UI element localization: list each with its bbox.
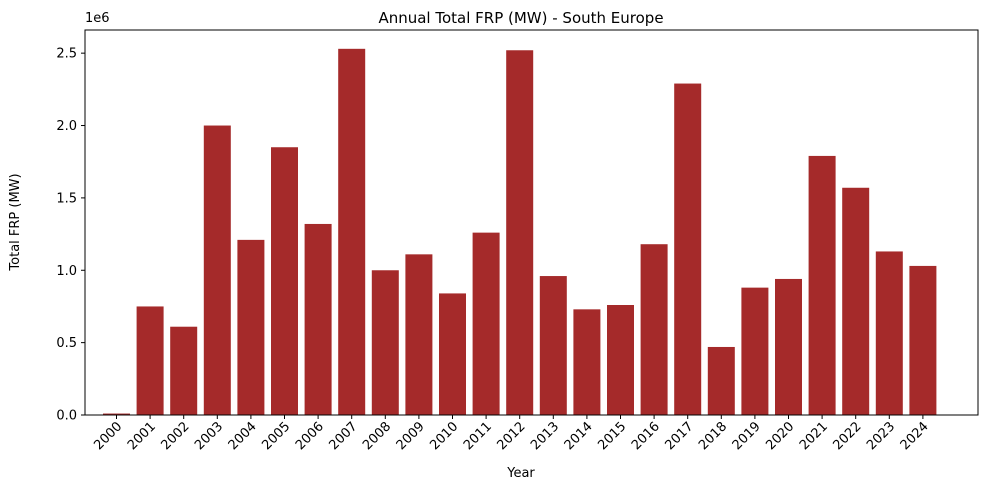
x-tick-label: 2011 bbox=[461, 419, 495, 453]
x-tick-label: 2000 bbox=[91, 419, 125, 453]
x-axis-label: Year bbox=[506, 466, 535, 481]
bar-2002 bbox=[170, 326, 198, 415]
bar-2003 bbox=[203, 125, 231, 415]
bar-2023 bbox=[875, 251, 903, 415]
x-tick-label: 2016 bbox=[629, 419, 663, 453]
bar-2005 bbox=[271, 147, 298, 416]
bar-2008 bbox=[371, 270, 399, 415]
bar-2011 bbox=[472, 232, 500, 415]
x-axis: 2000 2001 2002 2003 2004 2005 2006 2007 2008 2009… bbox=[91, 415, 932, 453]
y-axis: 0.0 0.5 1.0 1.5 2.0 2.5 bbox=[56, 47, 85, 424]
x-tick-label: 2017 bbox=[663, 419, 697, 453]
x-tick-label: 2004 bbox=[226, 419, 260, 453]
bar-2017 bbox=[674, 83, 702, 416]
x-tick-label: 2006 bbox=[293, 419, 327, 453]
y-tick-label: 1.0 bbox=[56, 264, 77, 279]
x-tick-label: 2002 bbox=[159, 419, 193, 453]
x-tick-label: 2012 bbox=[495, 419, 529, 453]
bar-2014 bbox=[573, 309, 601, 415]
x-tick-label: 2022 bbox=[831, 419, 865, 453]
bar-2019 bbox=[741, 287, 769, 415]
y-tick-label: 0.0 bbox=[56, 409, 77, 424]
x-tick-label: 2013 bbox=[528, 419, 562, 453]
y-tick-label: 2.5 bbox=[56, 47, 77, 62]
bar-2009 bbox=[405, 254, 433, 415]
y-tick-label: 1.5 bbox=[56, 191, 77, 206]
y-tick-label: 2.0 bbox=[56, 119, 77, 134]
y-tick-label: 0.5 bbox=[56, 336, 77, 351]
plot-frame bbox=[84, 29, 979, 416]
x-tick-label: 2019 bbox=[730, 419, 764, 453]
x-tick-label: 2007 bbox=[327, 419, 361, 453]
x-tick-label: 2014 bbox=[562, 419, 596, 453]
x-tick-label: 2008 bbox=[360, 419, 394, 453]
x-tick-label: 2024 bbox=[898, 419, 932, 453]
x-tick-label: 2003 bbox=[192, 419, 226, 453]
bar-2018 bbox=[707, 346, 735, 415]
x-tick-label: 2018 bbox=[696, 419, 730, 453]
bars-group bbox=[103, 48, 937, 416]
x-tick-label: 2020 bbox=[763, 419, 797, 453]
x-tick-label: 2023 bbox=[864, 419, 898, 453]
y-offset-label: 1e6 bbox=[85, 11, 110, 26]
bar-2016 bbox=[640, 244, 668, 415]
x-tick-label: 2015 bbox=[595, 419, 629, 453]
bar-2021 bbox=[808, 155, 836, 416]
x-tick-label: 2005 bbox=[259, 419, 293, 453]
bar-2015 bbox=[607, 305, 634, 415]
bar-2006 bbox=[304, 223, 332, 415]
bar-2004 bbox=[237, 239, 265, 415]
bar-2020 bbox=[775, 278, 802, 415]
x-tick-label: 2009 bbox=[394, 419, 428, 453]
x-tick-label: 2021 bbox=[797, 419, 831, 453]
chart-title: Annual Total FRP (MW) - South Europe bbox=[378, 9, 663, 27]
bar-2024 bbox=[909, 265, 937, 415]
y-axis-label: Total FRP (MW) bbox=[8, 173, 23, 271]
bar-2000 bbox=[103, 413, 130, 415]
bar-2013 bbox=[539, 276, 567, 415]
bar-2012 bbox=[506, 50, 534, 415]
x-tick-label: 2010 bbox=[427, 419, 461, 453]
bar-2022 bbox=[842, 187, 870, 415]
bar-2007 bbox=[338, 48, 366, 415]
bar-2010 bbox=[439, 293, 466, 415]
bar-2001 bbox=[136, 306, 164, 415]
x-tick-label: 2001 bbox=[125, 419, 159, 453]
